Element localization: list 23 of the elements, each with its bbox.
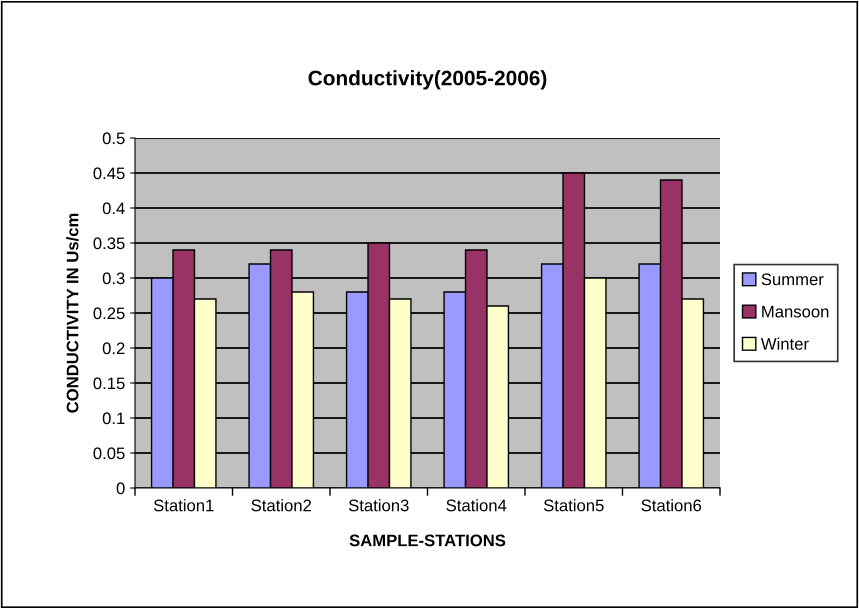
y-tick-label: 0.35 [93,237,125,250]
legend-label: Summer [762,273,824,286]
x-tick-label: Station3 [348,499,409,512]
x-tick-label: Station4 [446,499,506,512]
y-axis-title: CONDUCTIVITY IN Us/cm [66,214,79,413]
x-tick-label: Station1 [154,499,214,512]
y-tick-label: 0.3 [102,272,125,284]
y-tick-label: 0.4 [102,202,125,214]
y-tick-label: 0.05 [93,447,125,460]
x-tick-label: Station2 [251,499,311,512]
legend-label: Mansoon [762,306,828,318]
y-tick-label: 0.45 [93,167,125,180]
x-tick-label: Station6 [641,499,702,512]
chart-title: Conductivity(2005-2006) [308,70,546,90]
y-tick-label: 0 [116,482,125,494]
y-tick-label: 0.15 [93,377,125,390]
x-tick-label: Station5 [544,499,604,512]
legend-label: Winter [760,338,809,350]
y-tick-label: 0.2 [102,342,124,354]
y-tick-label: 0.5 [102,132,125,144]
x-axis-title: SAMPLE-STATIONS [350,534,506,546]
y-tick-label: 0.25 [93,307,125,320]
y-tick-label: 0.1 [102,412,124,424]
